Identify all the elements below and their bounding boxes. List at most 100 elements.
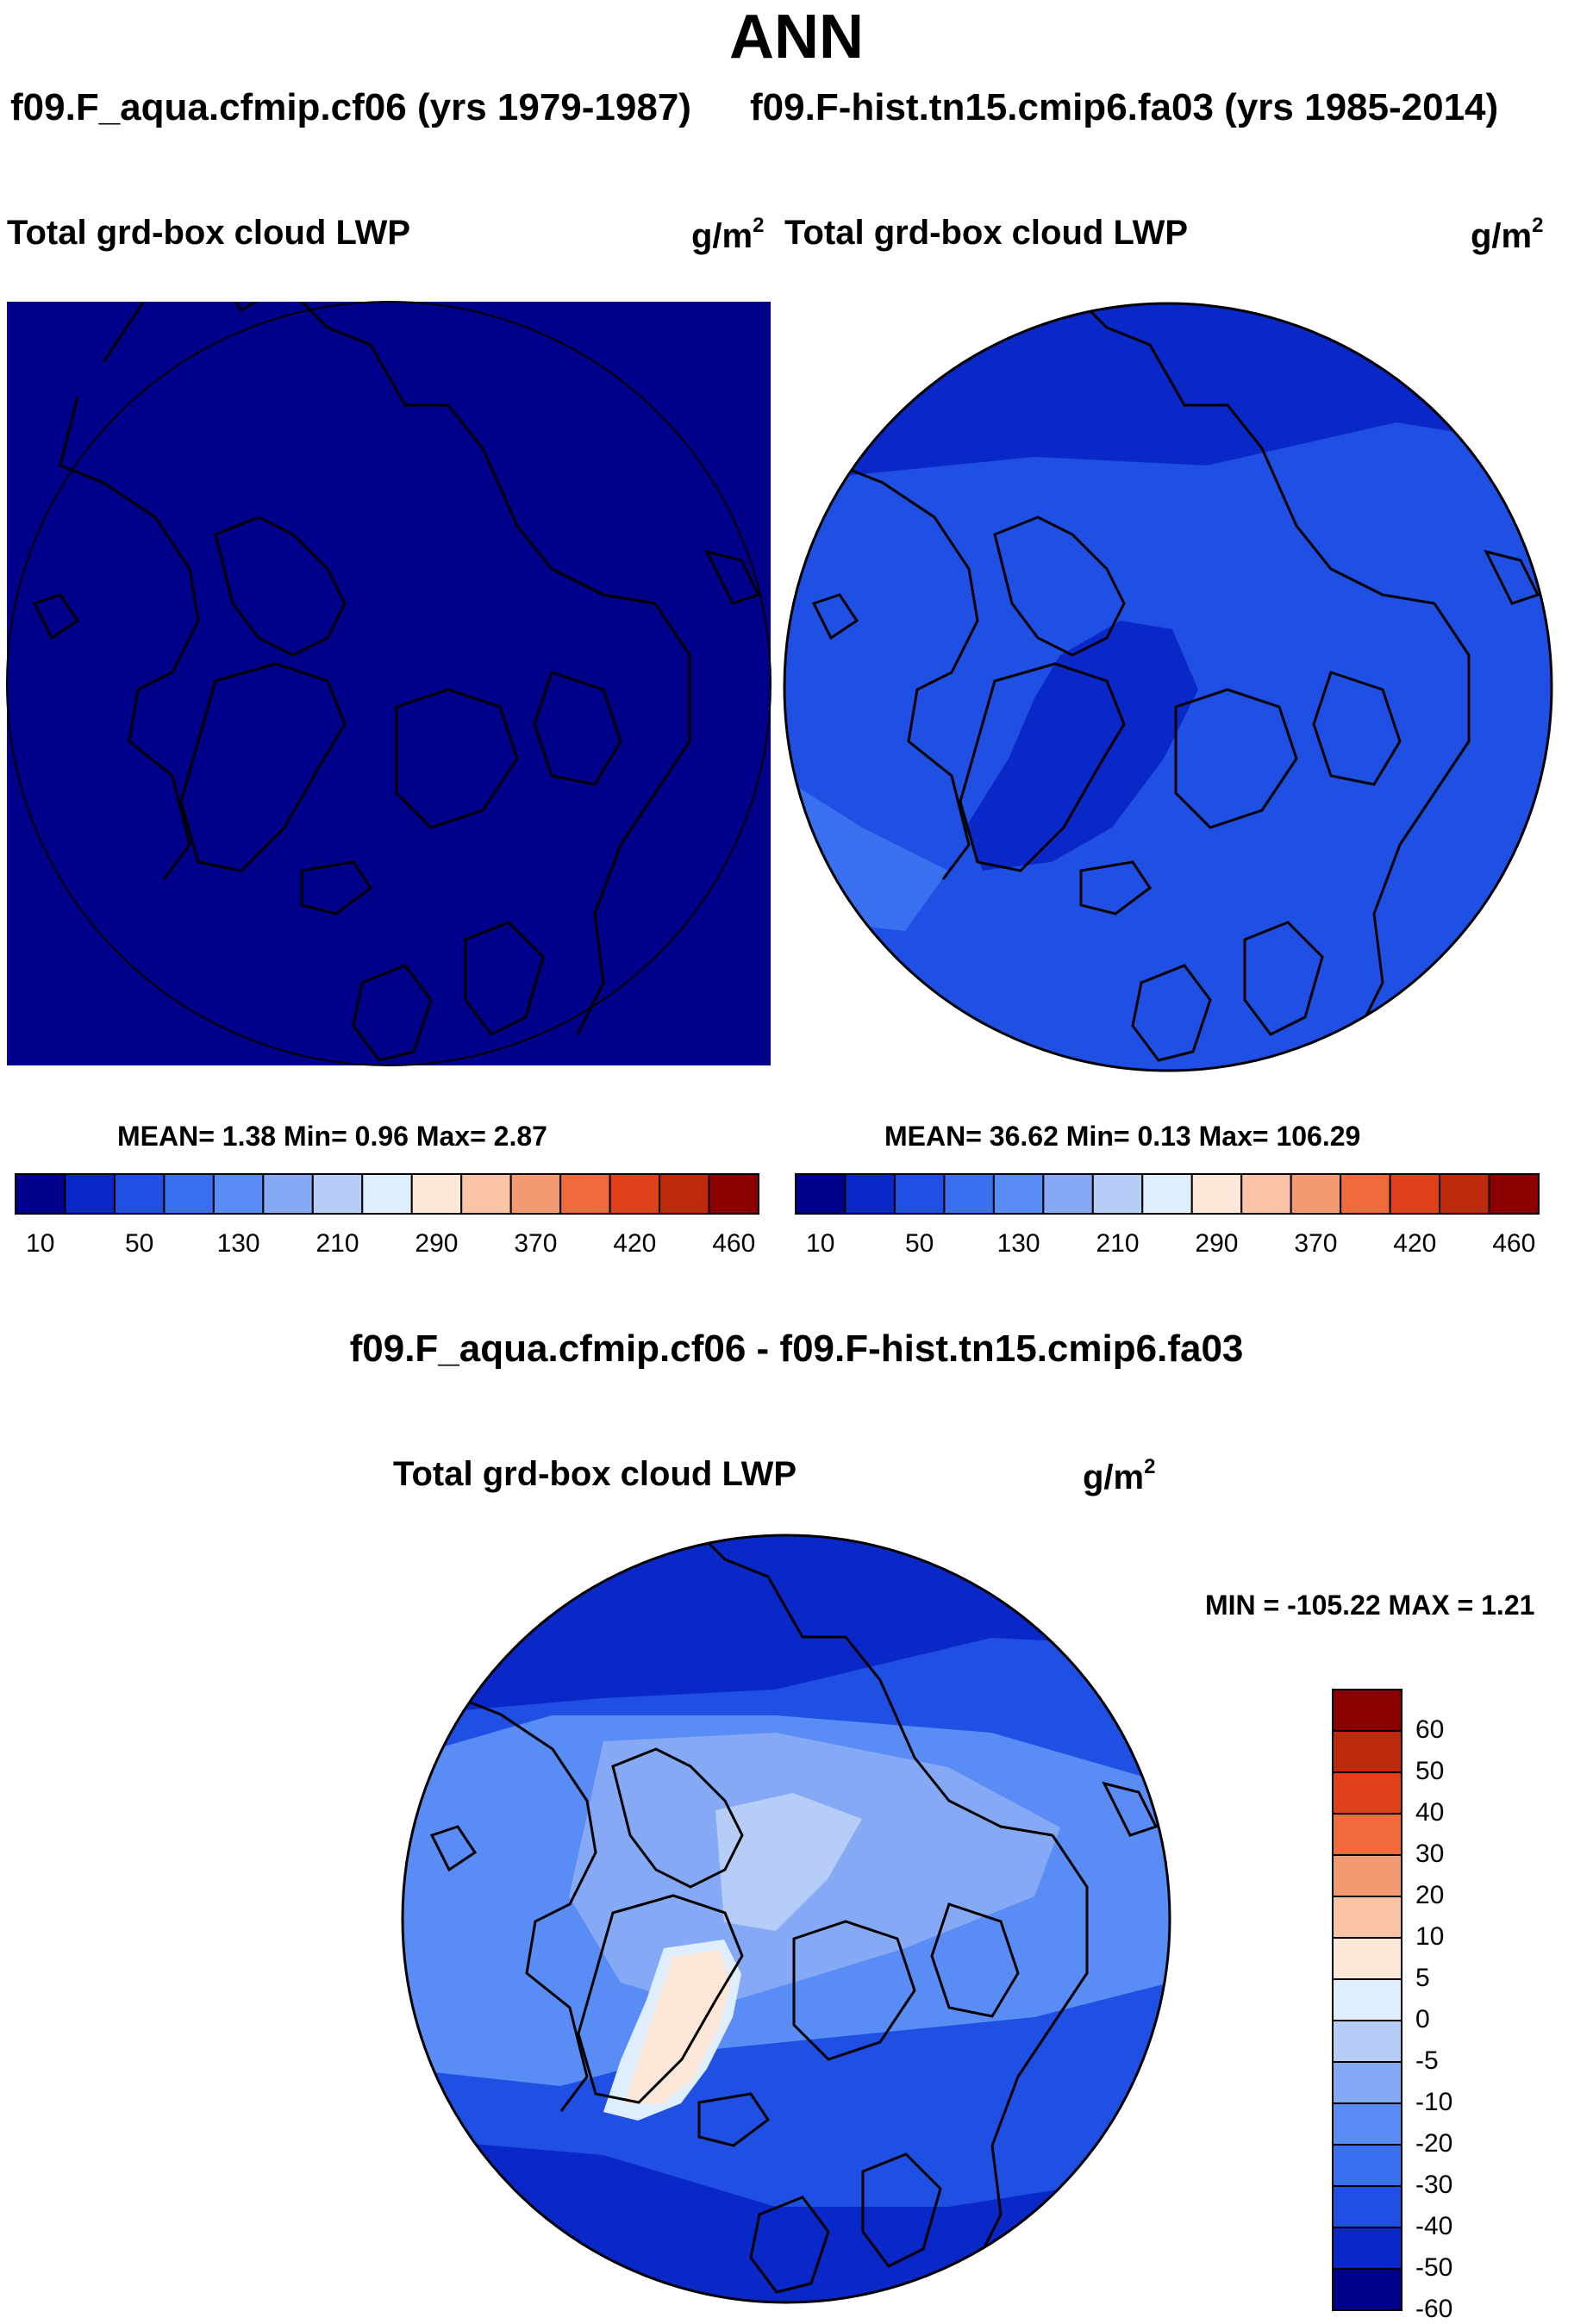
- right-colorbar-swatch: [1190, 1173, 1243, 1215]
- left-colorbar-tick-label: 50: [124, 1229, 154, 1258]
- diff-colorbar-tick-label: 50: [1415, 1757, 1445, 1785]
- right-colorbar-swatch: [1389, 1173, 1441, 1215]
- right-colorbar-swatch: [1141, 1173, 1193, 1215]
- diff-colorbar-tick-label: -40: [1415, 2212, 1453, 2240]
- right-colorbar-swatch: [1240, 1173, 1292, 1215]
- diff-colorbar-tick-label: -30: [1415, 2171, 1453, 2199]
- right-colorbar-tick-label: 130: [996, 1229, 1040, 1258]
- diff-colorbar: [1332, 1689, 1402, 2311]
- right-colorbar: [795, 1173, 1540, 1215]
- left-colorbar-tick-label: 370: [514, 1229, 558, 1258]
- left-colorbar-tick-label: 130: [216, 1229, 260, 1258]
- left-colorbar-swatch: [410, 1173, 463, 1215]
- right-colorbar-swatch: [893, 1173, 946, 1215]
- left-colorbar: [15, 1173, 759, 1215]
- diff-colorbar-tick-label: 60: [1415, 1715, 1445, 1744]
- diff-colorbar-swatch: [1332, 2227, 1402, 2270]
- left-colorbar-swatch: [262, 1173, 314, 1215]
- left-colorbar-swatch: [15, 1173, 66, 1215]
- right-case-label: f09.F-hist.tn15.cmip6.fa03 (yrs 1985-201…: [750, 86, 1499, 128]
- diff-colorbar-tick-label: -5: [1415, 2046, 1439, 2075]
- left-colorbar-tick-label: 10: [26, 1229, 55, 1258]
- diff-stats: MIN = -105.22 MAX = 1.21: [1205, 1590, 1535, 1621]
- left-colorbar-swatch: [113, 1173, 166, 1215]
- right-colorbar-tick-label: 290: [1195, 1229, 1239, 1258]
- left-variable-label: Total grd-box cloud LWP: [7, 214, 411, 252]
- right-map-boundary: [783, 302, 1553, 1072]
- right-colorbar-swatch: [844, 1173, 896, 1215]
- left-colorbar-swatch: [311, 1173, 364, 1215]
- left-colorbar-swatch: [64, 1173, 116, 1215]
- right-colorbar-swatch: [992, 1173, 1045, 1215]
- left-colorbar-swatch: [509, 1173, 562, 1215]
- diff-map: [401, 1534, 1171, 2304]
- right-variable-label: Total grd-box cloud LWP: [784, 214, 1189, 252]
- right-colorbar-swatch: [943, 1173, 995, 1215]
- diff-colorbar-tick-label: -50: [1415, 2253, 1453, 2282]
- left-map-field: [7, 302, 771, 1065]
- diff-colorbar-swatch: [1332, 2268, 1402, 2311]
- diff-colorbar-swatch: [1332, 1689, 1402, 1732]
- left-map-boundary: [6, 301, 772, 1066]
- left-colorbar-tick-label: 210: [315, 1229, 359, 1258]
- diff-variable-label: Total grd-box cloud LWP: [393, 1455, 797, 1493]
- right-colorbar-tick-label: 10: [806, 1229, 835, 1258]
- left-colorbar-tick-label: 420: [613, 1229, 657, 1258]
- diff-colorbar-swatch: [1332, 2020, 1402, 2063]
- left-colorbar-tick-label: 460: [712, 1229, 756, 1258]
- right-colorbar-tick-label: 50: [904, 1229, 934, 1258]
- right-colorbar-swatch: [795, 1173, 846, 1215]
- left-colorbar-swatch: [609, 1173, 661, 1215]
- diff-colorbar-tick-label: 5: [1415, 1964, 1430, 1992]
- diff-colorbar-swatch: [1332, 1937, 1402, 1980]
- right-colorbar-swatch: [1340, 1173, 1391, 1215]
- diff-colorbar-tick-label: 10: [1415, 1922, 1445, 1951]
- diff-colorbar-tick-label: -20: [1415, 2129, 1453, 2158]
- diff-colorbar-tick-label: 40: [1415, 1798, 1445, 1827]
- diff-colorbar-swatch: [1332, 1730, 1402, 1773]
- left-colorbar-swatch: [361, 1173, 413, 1215]
- diff-colorbar-tick-label: 0: [1415, 2005, 1430, 2034]
- diff-colorbar-tick-label: -60: [1415, 2295, 1453, 2323]
- diff-units-label: g/m2: [1083, 1455, 1156, 1496]
- right-map: [783, 302, 1553, 1072]
- right-colorbar-swatch: [1439, 1173, 1490, 1215]
- right-colorbar-swatch: [1290, 1173, 1342, 1215]
- left-colorbar-swatch: [212, 1173, 265, 1215]
- right-colorbar-tick-label: 210: [1096, 1229, 1140, 1258]
- left-colorbar-swatch: [659, 1173, 710, 1215]
- diff-colorbar-tick-label: -10: [1415, 2088, 1453, 2116]
- right-colorbar-tick-label: 460: [1492, 1229, 1536, 1258]
- right-colorbar-swatch: [1042, 1173, 1094, 1215]
- diff-map-shade-pole: [715, 1793, 862, 1931]
- left-colorbar-swatch: [708, 1173, 759, 1215]
- right-stats: MEAN= 36.62 Min= 0.13 Max= 106.29: [884, 1121, 1361, 1152]
- right-colorbar-tick-label: 420: [1393, 1229, 1437, 1258]
- diff-map-boundary: [401, 1534, 1171, 2304]
- left-map: [6, 301, 772, 1066]
- left-stats: MEAN= 1.38 Min= 0.96 Max= 2.87: [117, 1121, 547, 1152]
- diff-colorbar-swatch: [1332, 2185, 1402, 2228]
- left-colorbar-tick-label: 290: [415, 1229, 459, 1258]
- diff-colorbar-tick-label: 20: [1415, 1881, 1445, 1909]
- diff-colorbar-swatch: [1332, 1896, 1402, 1939]
- diff-colorbar-tick-label: 30: [1415, 1840, 1445, 1868]
- diff-colorbar-swatch: [1332, 2144, 1402, 2187]
- diff-colorbar-swatch: [1332, 2061, 1402, 2104]
- left-units-label: g/m2: [691, 214, 765, 255]
- right-colorbar-tick-label: 370: [1294, 1229, 1338, 1258]
- right-colorbar-swatch: [1488, 1173, 1540, 1215]
- diff-case-label: f09.F_aqua.cfmip.cf06 - f09.F-hist.tn15.…: [349, 1328, 1244, 1370]
- diff-colorbar-swatch: [1332, 2102, 1402, 2146]
- figure-title: ANN: [729, 3, 864, 72]
- left-colorbar-swatch: [460, 1173, 512, 1215]
- left-case-label: f09.F_aqua.cfmip.cf06 (yrs 1979-1987): [10, 86, 691, 128]
- diff-colorbar-swatch: [1332, 1854, 1402, 1897]
- left-colorbar-swatch: [559, 1173, 611, 1215]
- right-colorbar-swatch: [1091, 1173, 1144, 1215]
- diff-map-shade-greenland: [625, 1950, 731, 2103]
- right-units-label: g/m2: [1471, 214, 1544, 255]
- right-map-shade-greenland: [965, 621, 1198, 871]
- diff-colorbar-swatch: [1332, 1813, 1402, 1856]
